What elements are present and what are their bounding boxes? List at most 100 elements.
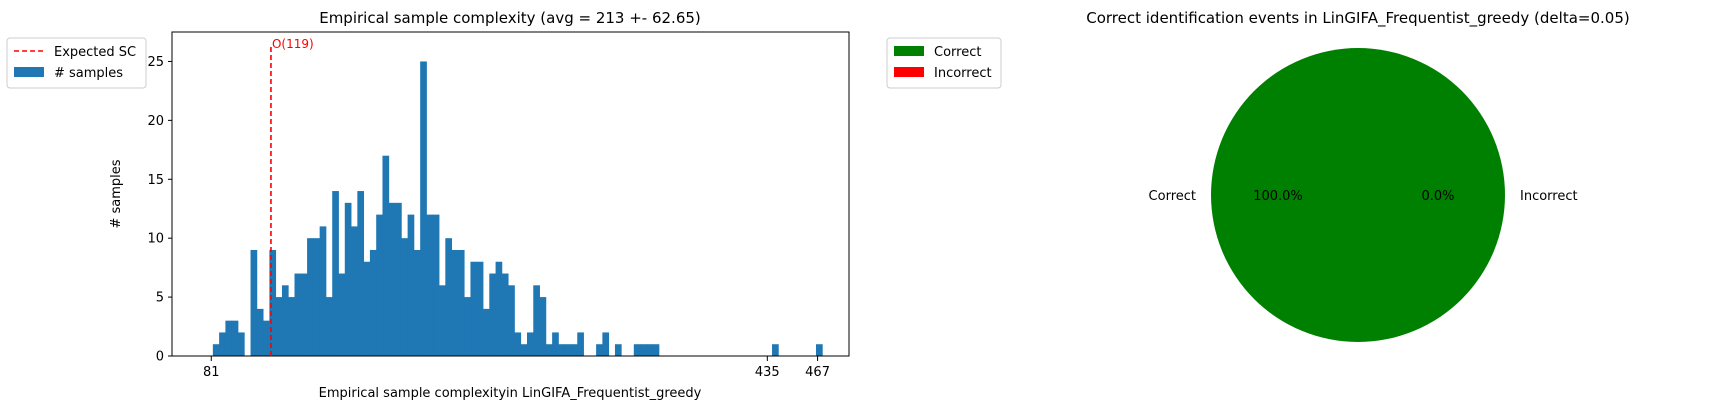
histogram-bar: [564, 344, 572, 356]
histogram-bar: [439, 285, 446, 356]
histogram-bar: [369, 249, 377, 356]
histogram-bar: [401, 238, 409, 356]
legend-label-correct: Correct: [934, 45, 981, 60]
y-tick-label: 15: [147, 173, 164, 188]
histogram-bar: [426, 214, 434, 356]
histogram-bar: [772, 344, 779, 356]
pie-slice-correct: [1211, 48, 1505, 342]
histogram-bar: [495, 261, 503, 356]
histogram-bar: [602, 332, 610, 356]
histogram-bar: [483, 308, 490, 356]
histogram-bar: [420, 61, 427, 357]
histogram-x-axis-label: Empirical sample complexityin LinGIFA_Fr…: [319, 386, 702, 401]
histogram-bar: [816, 344, 823, 356]
histogram-bar: [552, 332, 559, 356]
histogram-bar: [319, 226, 327, 356]
legend-swatch-incorrect: [894, 67, 924, 77]
histogram-bar: [219, 332, 226, 356]
histogram-bar: [344, 202, 352, 356]
histogram-bar: [300, 273, 308, 356]
histogram-bar: [313, 238, 321, 356]
histogram-bar: [533, 285, 540, 356]
histogram-bar: [652, 344, 660, 356]
histogram-bar: [231, 320, 239, 356]
histogram-bar: [212, 344, 220, 356]
histogram-bar: [376, 214, 383, 356]
histogram-bar: [432, 214, 440, 356]
histogram-bar: [640, 344, 647, 356]
histogram-bar: [263, 320, 270, 356]
histogram-bar: [570, 344, 578, 356]
histogram-bar: [539, 297, 547, 356]
histogram-bar: [614, 344, 622, 356]
y-tick-label: 0: [156, 350, 164, 365]
histogram-bar: [577, 332, 584, 356]
histogram-bar: [514, 332, 522, 356]
legend-label-incorrect: Incorrect: [934, 66, 992, 81]
histogram-bar: [489, 273, 496, 356]
pie-pct-correct: 100.0%: [1253, 189, 1303, 204]
x-tick-label: 81: [203, 365, 220, 380]
legend-label-samples: # samples: [54, 66, 123, 81]
pie-label-correct: Correct: [1149, 189, 1196, 204]
y-tick-label: 5: [156, 291, 164, 306]
histogram-legend: Expected SC # samples: [6, 37, 147, 89]
histogram-y-axis-label: # samples: [109, 159, 124, 228]
legend-swatch-correct: [894, 46, 924, 56]
histogram-x-ticks: 81 435 467: [203, 356, 830, 380]
histogram-bar: [351, 226, 358, 356]
histogram-bar: [413, 249, 421, 356]
histogram-title: Empirical sample complexity (avg = 213 +…: [319, 9, 701, 27]
histogram-bar: [501, 273, 509, 356]
expected-sc-annotation: O(119): [272, 37, 314, 51]
histogram-bar: [526, 332, 534, 356]
histogram-plot-frame: [171, 31, 850, 357]
histogram-bar: [451, 249, 459, 356]
histogram-bar: [338, 273, 346, 356]
histogram-panel: Empirical sample complexity (avg = 213 +…: [6, 9, 1002, 401]
histogram-bar: [275, 297, 283, 356]
histogram-bar: [382, 155, 390, 356]
histogram-bar: [357, 191, 365, 356]
histogram-bar: [307, 238, 314, 356]
pie-title: Correct identification events in LinGIFA…: [1086, 9, 1629, 28]
legend-swatch-samples: [14, 67, 44, 77]
histogram-bar: [520, 344, 528, 356]
histogram-bar: [508, 285, 515, 356]
histogram-y-ticks: 0 5 10 15 20 25: [147, 55, 172, 365]
histogram-bar: [281, 285, 289, 356]
histogram-bar: [457, 249, 465, 356]
y-tick-label: 25: [147, 55, 164, 70]
histogram-bar: [256, 308, 264, 356]
histogram-bar: [225, 320, 233, 356]
histogram-bar: [470, 261, 478, 356]
legend-label-expected-sc: Expected SC: [54, 45, 136, 60]
histogram-bar: [237, 332, 245, 356]
histogram-bar: [646, 344, 654, 356]
pie-panel: Correct identification events in LinGIFA…: [1086, 9, 1630, 342]
histogram-bar: [288, 297, 295, 356]
histogram-bar: [633, 344, 641, 356]
histogram-bar: [363, 261, 371, 356]
histogram-bar: [464, 297, 471, 356]
histogram-bar: [395, 202, 402, 356]
histogram-bar: [445, 238, 452, 356]
histogram-bar: [250, 249, 258, 356]
histogram-bar: [558, 344, 566, 356]
y-tick-label: 10: [147, 232, 164, 247]
histogram-bar: [325, 297, 333, 356]
histogram-bar: [332, 191, 339, 356]
y-tick-label: 20: [147, 114, 164, 129]
histogram-bar: [388, 202, 396, 356]
histogram-bar: [269, 249, 277, 356]
histogram-bar: [407, 214, 415, 356]
x-tick-label: 467: [805, 365, 830, 380]
histogram-bars: [212, 61, 823, 357]
histogram-bar: [294, 273, 302, 356]
histogram-bar: [596, 344, 603, 356]
histogram-bar: [545, 344, 553, 356]
histogram-bar: [476, 261, 484, 356]
x-tick-label: 435: [755, 365, 780, 380]
pie-pct-incorrect: 0.0%: [1421, 189, 1454, 204]
